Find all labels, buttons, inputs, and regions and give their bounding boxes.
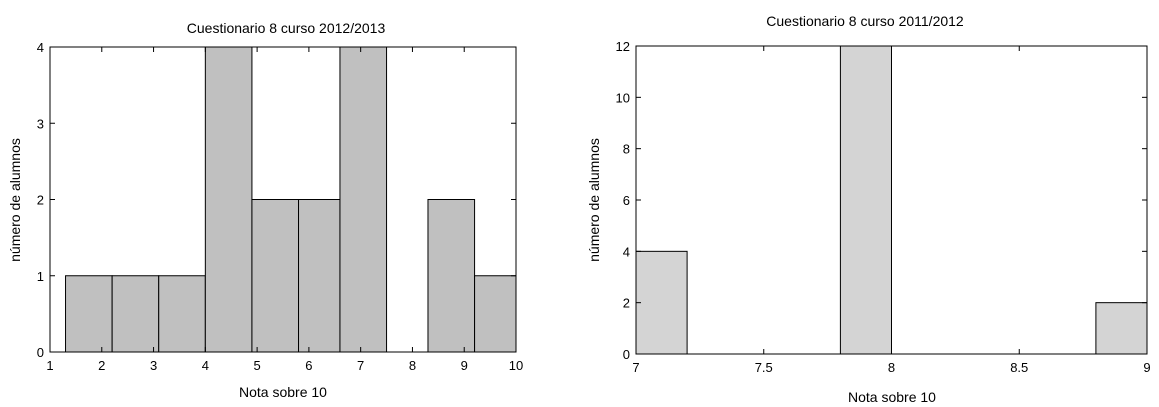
bar <box>339 46 388 353</box>
x-tick-label: 9 <box>1143 360 1150 375</box>
y-tick-label: 2 <box>37 193 44 208</box>
bars-group <box>65 46 517 353</box>
ticks-group: 7 7.5 8 8.5 9 0 2 4 6 8 10 12 <box>616 39 1151 375</box>
bars-group <box>635 45 1148 355</box>
y-tick-label: 12 <box>616 39 630 54</box>
x-tick-label: 6 <box>305 358 312 373</box>
y-tick-label: 4 <box>37 40 44 55</box>
bar <box>839 45 892 355</box>
chart-title: Cuestionario 8 curso 2011/2012 <box>766 13 964 29</box>
histogram-2011-2012: Cuestionario 8 curso 2011/2012 7 7.5 8 8.5 9… <box>586 13 1151 405</box>
chart-title: Cuestionario 8 curso 2012/2013 <box>187 20 386 36</box>
y-tick-label: 3 <box>37 116 44 131</box>
bar <box>65 275 113 353</box>
bar <box>158 275 206 353</box>
x-tick-label: 3 <box>150 358 157 373</box>
y-axis-label: número de alumnos <box>586 138 602 262</box>
y-tick-label: 10 <box>616 90 630 105</box>
y-tick-label: 0 <box>37 345 44 360</box>
bar <box>635 250 688 355</box>
y-tick-label: 0 <box>623 347 630 362</box>
bar <box>204 46 253 353</box>
bar <box>111 275 160 353</box>
bar <box>1095 302 1148 355</box>
bar <box>298 199 341 353</box>
y-tick-label: 8 <box>623 142 630 157</box>
x-tick-label: 4 <box>202 358 209 373</box>
x-axis-label: Nota sobre 10 <box>848 389 936 405</box>
bar <box>474 275 517 353</box>
x-tick-label: 9 <box>461 358 468 373</box>
y-axis-label: número de alumnos <box>7 138 23 262</box>
x-tick-label: 10 <box>509 358 523 373</box>
y-tick-label: 6 <box>623 193 630 208</box>
histogram-2012-2013: Cuestionario 8 curso 2012/2013 1 2 3 4 5 6 7 8 9… <box>7 20 523 400</box>
x-tick-label: 8 <box>409 358 416 373</box>
y-tick-label: 2 <box>623 296 630 311</box>
x-tick-label: 7 <box>632 360 639 375</box>
bar <box>251 199 300 353</box>
x-tick-label: 2 <box>98 358 105 373</box>
x-tick-label: 1 <box>46 358 53 373</box>
x-tick-label: 8.5 <box>1010 360 1028 375</box>
y-tick-label: 4 <box>623 244 630 259</box>
x-tick-label: 7.5 <box>755 360 773 375</box>
y-tick-label: 1 <box>37 269 44 284</box>
bar <box>427 199 476 353</box>
x-tick-label: 5 <box>253 358 260 373</box>
x-axis-label: Nota sobre 10 <box>239 384 327 400</box>
x-tick-label: 8 <box>888 360 895 375</box>
x-tick-label: 7 <box>357 358 364 373</box>
